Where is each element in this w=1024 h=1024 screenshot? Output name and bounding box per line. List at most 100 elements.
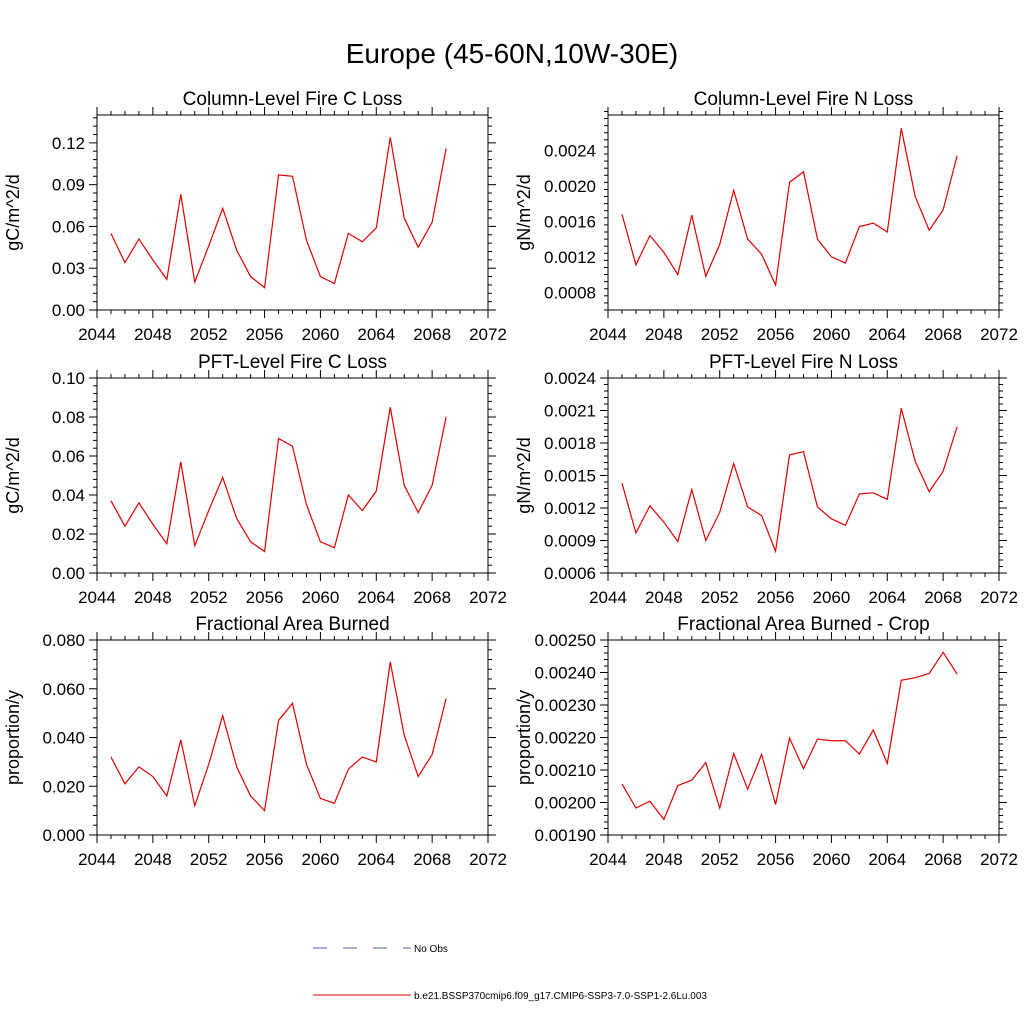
x-tick-label: 2072	[980, 325, 1018, 344]
x-tick-label: 2056	[246, 325, 284, 344]
x-tick-label: 2044	[589, 850, 627, 869]
series-line	[621, 128, 958, 288]
x-tick-label: 2044	[589, 588, 627, 607]
y-tick-label: 0.0012	[544, 248, 596, 267]
x-tick-label: 2052	[190, 588, 228, 607]
panel-title: Fractional Area Burned - Crop	[677, 614, 929, 635]
chart-panel: 2044 2048 2052 2056 2060 2064 2068 2072 0.000 0.0…	[3, 614, 507, 869]
x-tick-label: 2068	[924, 588, 962, 607]
x-tick-label: 2048	[134, 850, 172, 869]
x-tick-label: 2072	[469, 850, 507, 869]
series-line	[110, 137, 447, 289]
y-tick-label: 0.00210	[535, 761, 596, 780]
y-tick-label: 0.0016	[544, 212, 596, 231]
x-tick-label: 2048	[645, 850, 683, 869]
plot-frame	[96, 639, 489, 836]
y-tick-label: 0.00230	[535, 696, 596, 715]
x-tick-label: 2048	[134, 325, 172, 344]
x-tick-label: 2072	[980, 588, 1018, 607]
x-tick-label: 2056	[757, 588, 795, 607]
x-tick-label: 2048	[645, 325, 683, 344]
y-axis-label: gN/m^2/d	[514, 437, 534, 513]
x-tick-label: 2056	[246, 588, 284, 607]
legend: No Obs b.e21.BSSP370cmip6.f09_g17.CMIP6-S…	[313, 944, 707, 1002]
x-tick-label: 2060	[813, 588, 851, 607]
y-tick-label: 0.09	[52, 176, 85, 195]
panel-title: Column-Level Fire C Loss	[183, 89, 403, 110]
y-tick-label: 0.12	[52, 134, 85, 153]
x-tick-label: 2060	[813, 325, 851, 344]
y-tick-label: 0.0024	[544, 369, 596, 388]
y-tick-label: 0.060	[42, 680, 85, 699]
x-tick-label: 2048	[645, 588, 683, 607]
x-tick-label: 2048	[134, 588, 172, 607]
y-tick-label: 0.0008	[544, 283, 596, 302]
chart-panel: 2044 2048 2052 2056 2060 2064 2068 2072 0.0008 0.…	[514, 89, 1018, 344]
x-tick-label: 2068	[924, 850, 962, 869]
panel-title: PFT-Level Fire N Loss	[709, 352, 898, 373]
y-tick-label: 0.0021	[544, 402, 596, 421]
main-title: Europe (45-60N,10W-30E)	[345, 38, 679, 69]
y-tick-label: 0.000	[42, 826, 85, 845]
legend-label: No Obs	[414, 944, 448, 955]
x-tick-label: 2044	[78, 850, 116, 869]
y-tick-label: 0.00240	[535, 664, 596, 683]
y-tick-label: 0.00250	[535, 631, 596, 650]
plot-frame	[607, 114, 1000, 311]
y-tick-label: 0.08	[52, 408, 85, 427]
y-axis-label: gC/m^2/d	[3, 437, 23, 513]
chart-panel: 2044 2048 2052 2056 2060 2064 2068 2072 0.00190 0…	[514, 614, 1018, 869]
y-tick-label: 0.00	[52, 301, 85, 320]
x-tick-label: 2064	[357, 325, 395, 344]
y-tick-label: 0.06	[52, 217, 85, 236]
y-axis-label: proportion/y	[3, 690, 23, 785]
x-tick-label: 2060	[302, 325, 340, 344]
x-tick-label: 2052	[701, 850, 739, 869]
x-tick-label: 2072	[469, 588, 507, 607]
panels: 2044 2048 2052 2056 2060 2064 2068 2072 0.00 0.03…	[3, 89, 1018, 869]
x-tick-label: 2056	[246, 850, 284, 869]
x-tick-label: 2072	[469, 325, 507, 344]
panel-title: Fractional Area Burned	[195, 614, 389, 635]
x-tick-label: 2052	[701, 325, 739, 344]
y-tick-label: 0.0020	[544, 177, 596, 196]
x-tick-label: 2072	[980, 850, 1018, 869]
plot-frame	[607, 639, 1000, 836]
plot-frame	[96, 377, 489, 574]
series-line	[621, 651, 958, 821]
x-tick-label: 2068	[413, 325, 451, 344]
x-tick-label: 2068	[413, 588, 451, 607]
panel-title: Column-Level Fire N Loss	[694, 89, 914, 110]
x-tick-label: 2068	[413, 850, 451, 869]
x-tick-label: 2052	[190, 325, 228, 344]
series-line	[110, 407, 447, 553]
x-tick-label: 2064	[357, 850, 395, 869]
chart-panel: 2044 2048 2052 2056 2060 2064 2068 2072 0.00 0.03…	[3, 89, 507, 344]
y-tick-label: 0.0015	[544, 467, 596, 486]
y-tick-label: 0.00220	[535, 729, 596, 748]
y-axis-label: gC/m^2/d	[3, 174, 23, 250]
y-tick-label: 0.0024	[544, 141, 596, 160]
y-tick-label: 0.0012	[544, 499, 596, 518]
plot-frame	[96, 114, 489, 311]
legend-label: b.e21.BSSP370cmip6.f09_g17.CMIP6-SSP3-7.…	[414, 991, 707, 1002]
x-tick-label: 2052	[701, 588, 739, 607]
y-tick-label: 0.00	[52, 564, 85, 583]
x-tick-label: 2064	[868, 850, 906, 869]
x-tick-label: 2064	[357, 588, 395, 607]
y-tick-label: 0.00200	[535, 794, 596, 813]
x-tick-label: 2056	[757, 325, 795, 344]
x-tick-label: 2052	[190, 850, 228, 869]
y-tick-label: 0.080	[42, 631, 85, 650]
y-axis-label: proportion/y	[514, 690, 534, 785]
y-tick-label: 0.00190	[535, 826, 596, 845]
y-tick-label: 0.0009	[544, 532, 596, 551]
x-tick-label: 2064	[868, 325, 906, 344]
y-tick-label: 0.04	[52, 486, 85, 505]
series-line	[621, 408, 958, 554]
x-tick-label: 2068	[924, 325, 962, 344]
x-tick-label: 2056	[757, 850, 795, 869]
y-tick-label: 0.10	[52, 369, 85, 388]
y-tick-label: 0.06	[52, 447, 85, 466]
series-line	[110, 661, 447, 812]
